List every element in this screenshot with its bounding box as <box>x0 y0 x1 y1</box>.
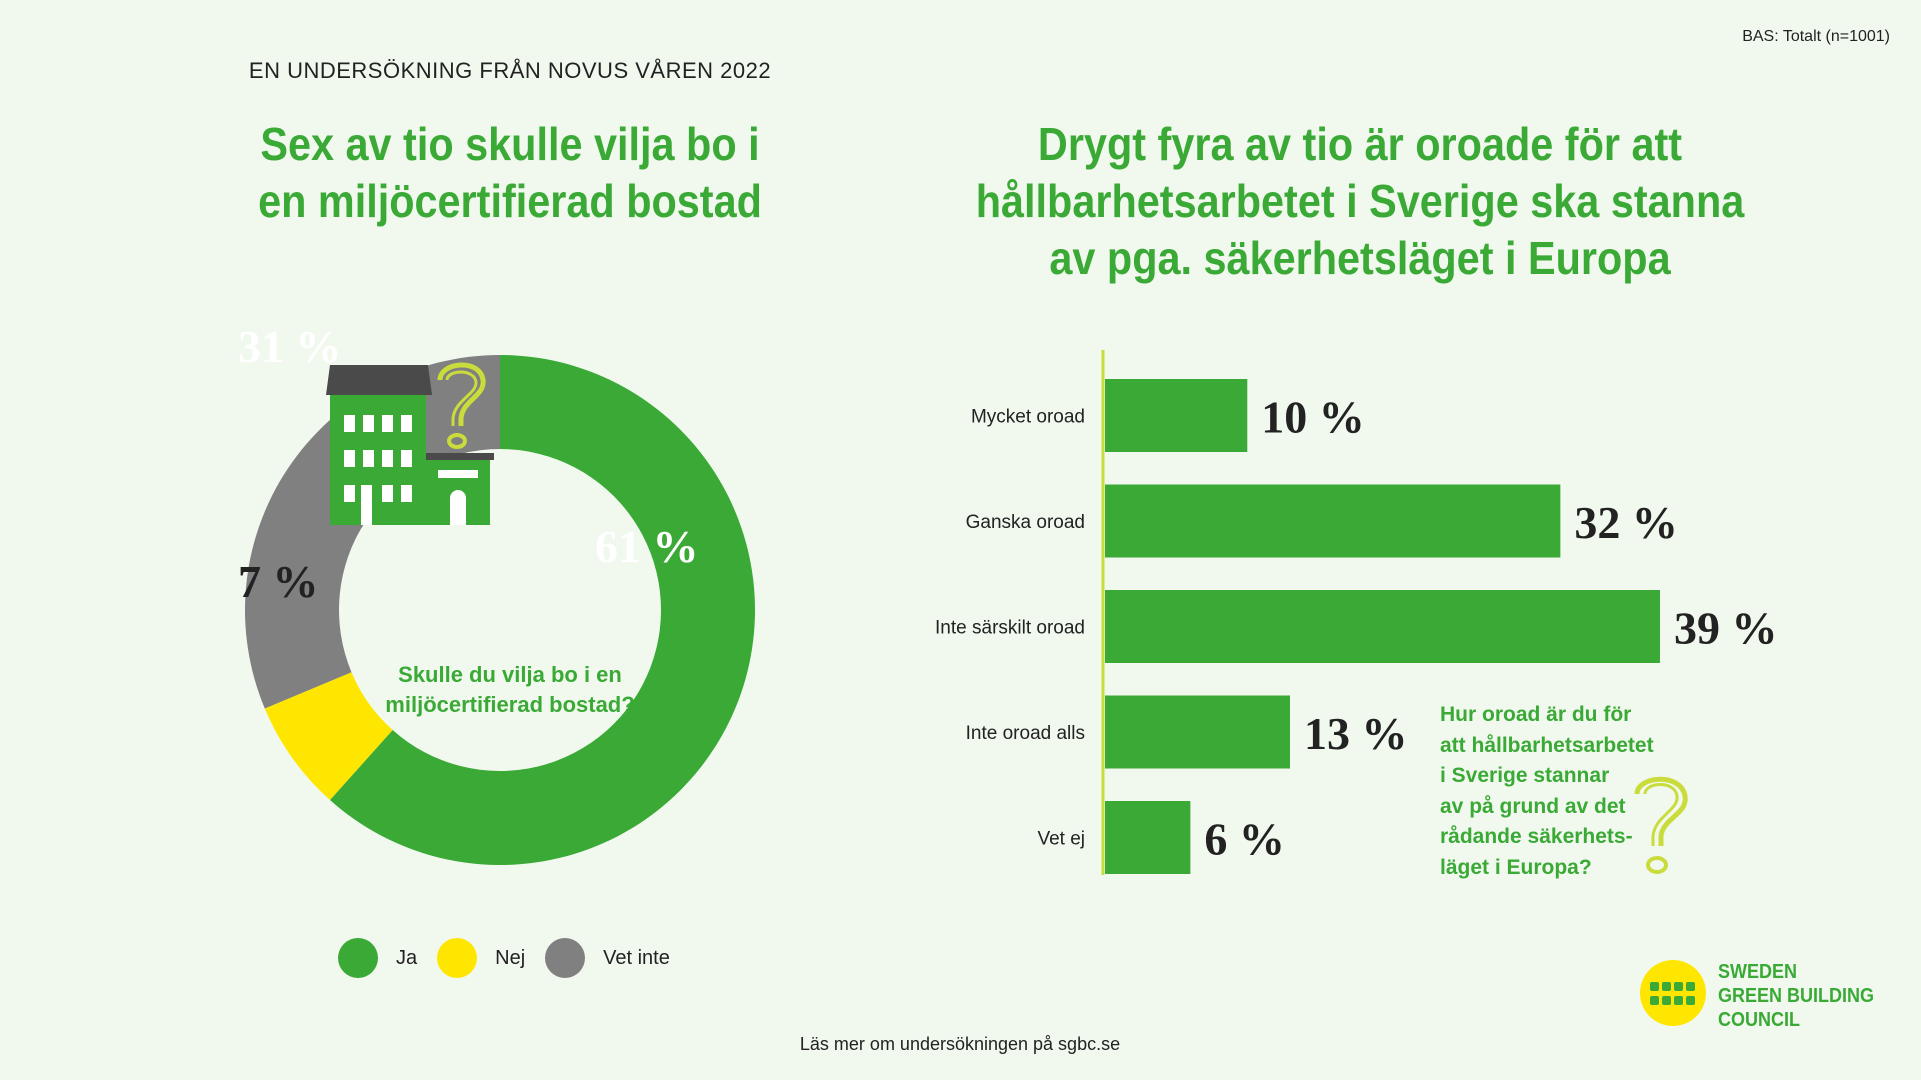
right-title-line: Drygt fyra av tio är oroade för att <box>1037 118 1683 170</box>
bar <box>1105 379 1248 452</box>
legend-label: Vet inte <box>603 946 670 969</box>
center-question-line: miljöcertifierad bostad? <box>385 692 635 717</box>
left-title-line: Sex av tio skulle vilja bo i <box>260 118 760 170</box>
center-question: Skulle du vilja bo i en miljöcertifierad… <box>360 660 660 720</box>
bar-category-label: Inte särskilt oroad <box>935 618 1085 639</box>
center-question-line: Skulle du vilja bo i en <box>398 662 622 687</box>
right-title: Drygt fyra av tio är oroade för att håll… <box>946 116 1774 287</box>
bar-category-label: Inte oroad alls <box>966 723 1085 744</box>
legend-item: Vet inte <box>545 938 670 978</box>
sgbc-logo-icon <box>1640 960 1706 1026</box>
donut-legend: Ja Nej Vet inte <box>338 936 690 980</box>
side-question-line: läget i Europa? <box>1440 855 1592 879</box>
bar-data-label: 10 % <box>1261 392 1365 443</box>
footer-link-text: Läs mer om undersökningen på sgbc.se <box>799 1034 1121 1054</box>
donut-slice-nej <box>264 672 393 801</box>
bar <box>1105 695 1290 769</box>
bar <box>1105 590 1660 663</box>
side-question-line: rådande säkerhets- <box>1440 825 1633 848</box>
side-question-line: att hållbarhetsarbetet <box>1440 733 1654 757</box>
bar-chart: Mycket oroad 10 % Ganska oroad 32 % Inte sär… <box>935 350 1778 875</box>
logo-line: GREEN BUILDING <box>1718 985 1875 1007</box>
survey-label: EN UNDERSÖKNING FRÅN NOVUS VÅREN 2022 <box>248 58 772 83</box>
question-mark-icon <box>437 362 486 449</box>
right-title-line: hållbarhetsarbetet i Sverige ska stanna <box>975 175 1745 227</box>
logo-line: COUNCIL <box>1718 1009 1800 1031</box>
legend-swatch <box>545 938 586 978</box>
bar-category-label: Vet ej <box>1037 829 1085 850</box>
legend-item: Ja <box>338 938 417 978</box>
bar-category-label: Ganska oroad <box>966 512 1085 533</box>
bar-category-label: Mycket oroad <box>971 407 1085 428</box>
sgbc-logo-text: SWEDEN GREEN BUILDING COUNCIL <box>1718 960 1874 1032</box>
base-note: BAS: Totalt (n=1001) <box>1742 28 1890 45</box>
donut-data-label: 7 % <box>238 556 319 607</box>
logo-line: SWEDEN <box>1718 961 1798 983</box>
side-question-line: Hur oroad är du för <box>1440 703 1632 726</box>
donut-slice-ja <box>329 355 755 865</box>
side-question: Hur oroad är du för att hållbarhetsarbet… <box>1440 700 1680 883</box>
left-title: Sex av tio skulle vilja bo i en miljöcer… <box>195 116 825 230</box>
bar-data-label: 32 % <box>1574 497 1678 548</box>
bar <box>1105 801 1191 874</box>
legend-swatch <box>437 938 478 978</box>
bar-data-label: 13 % <box>1304 708 1408 759</box>
legend-item: Nej <box>437 938 525 978</box>
donut-slice-vet-inte <box>245 355 500 709</box>
bar-data-label: 6 % <box>1204 814 1285 865</box>
donut-data-label: 31 % <box>238 321 342 372</box>
side-question-line: av på grund av det <box>1440 794 1626 818</box>
donut-chart: 61 % 7 % 31 % <box>238 321 755 865</box>
question-mark-icon <box>1634 776 1688 874</box>
building-icon <box>326 365 494 525</box>
bar <box>1105 484 1561 558</box>
legend-label: Nej <box>495 946 526 969</box>
donut-data-label: 61 % <box>595 521 699 572</box>
sgbc-logo: SWEDEN GREEN BUILDING COUNCIL <box>1640 960 1910 1032</box>
right-title-line: av pga. säkerhetsläget i Europa <box>1049 232 1671 284</box>
legend-swatch <box>338 938 378 978</box>
left-title-line: en miljöcertifierad bostad <box>258 175 762 227</box>
bar-data-label: 39 % <box>1674 603 1778 654</box>
legend-label: Ja <box>396 946 418 969</box>
side-question-line: i Sverige stannar <box>1440 764 1610 787</box>
